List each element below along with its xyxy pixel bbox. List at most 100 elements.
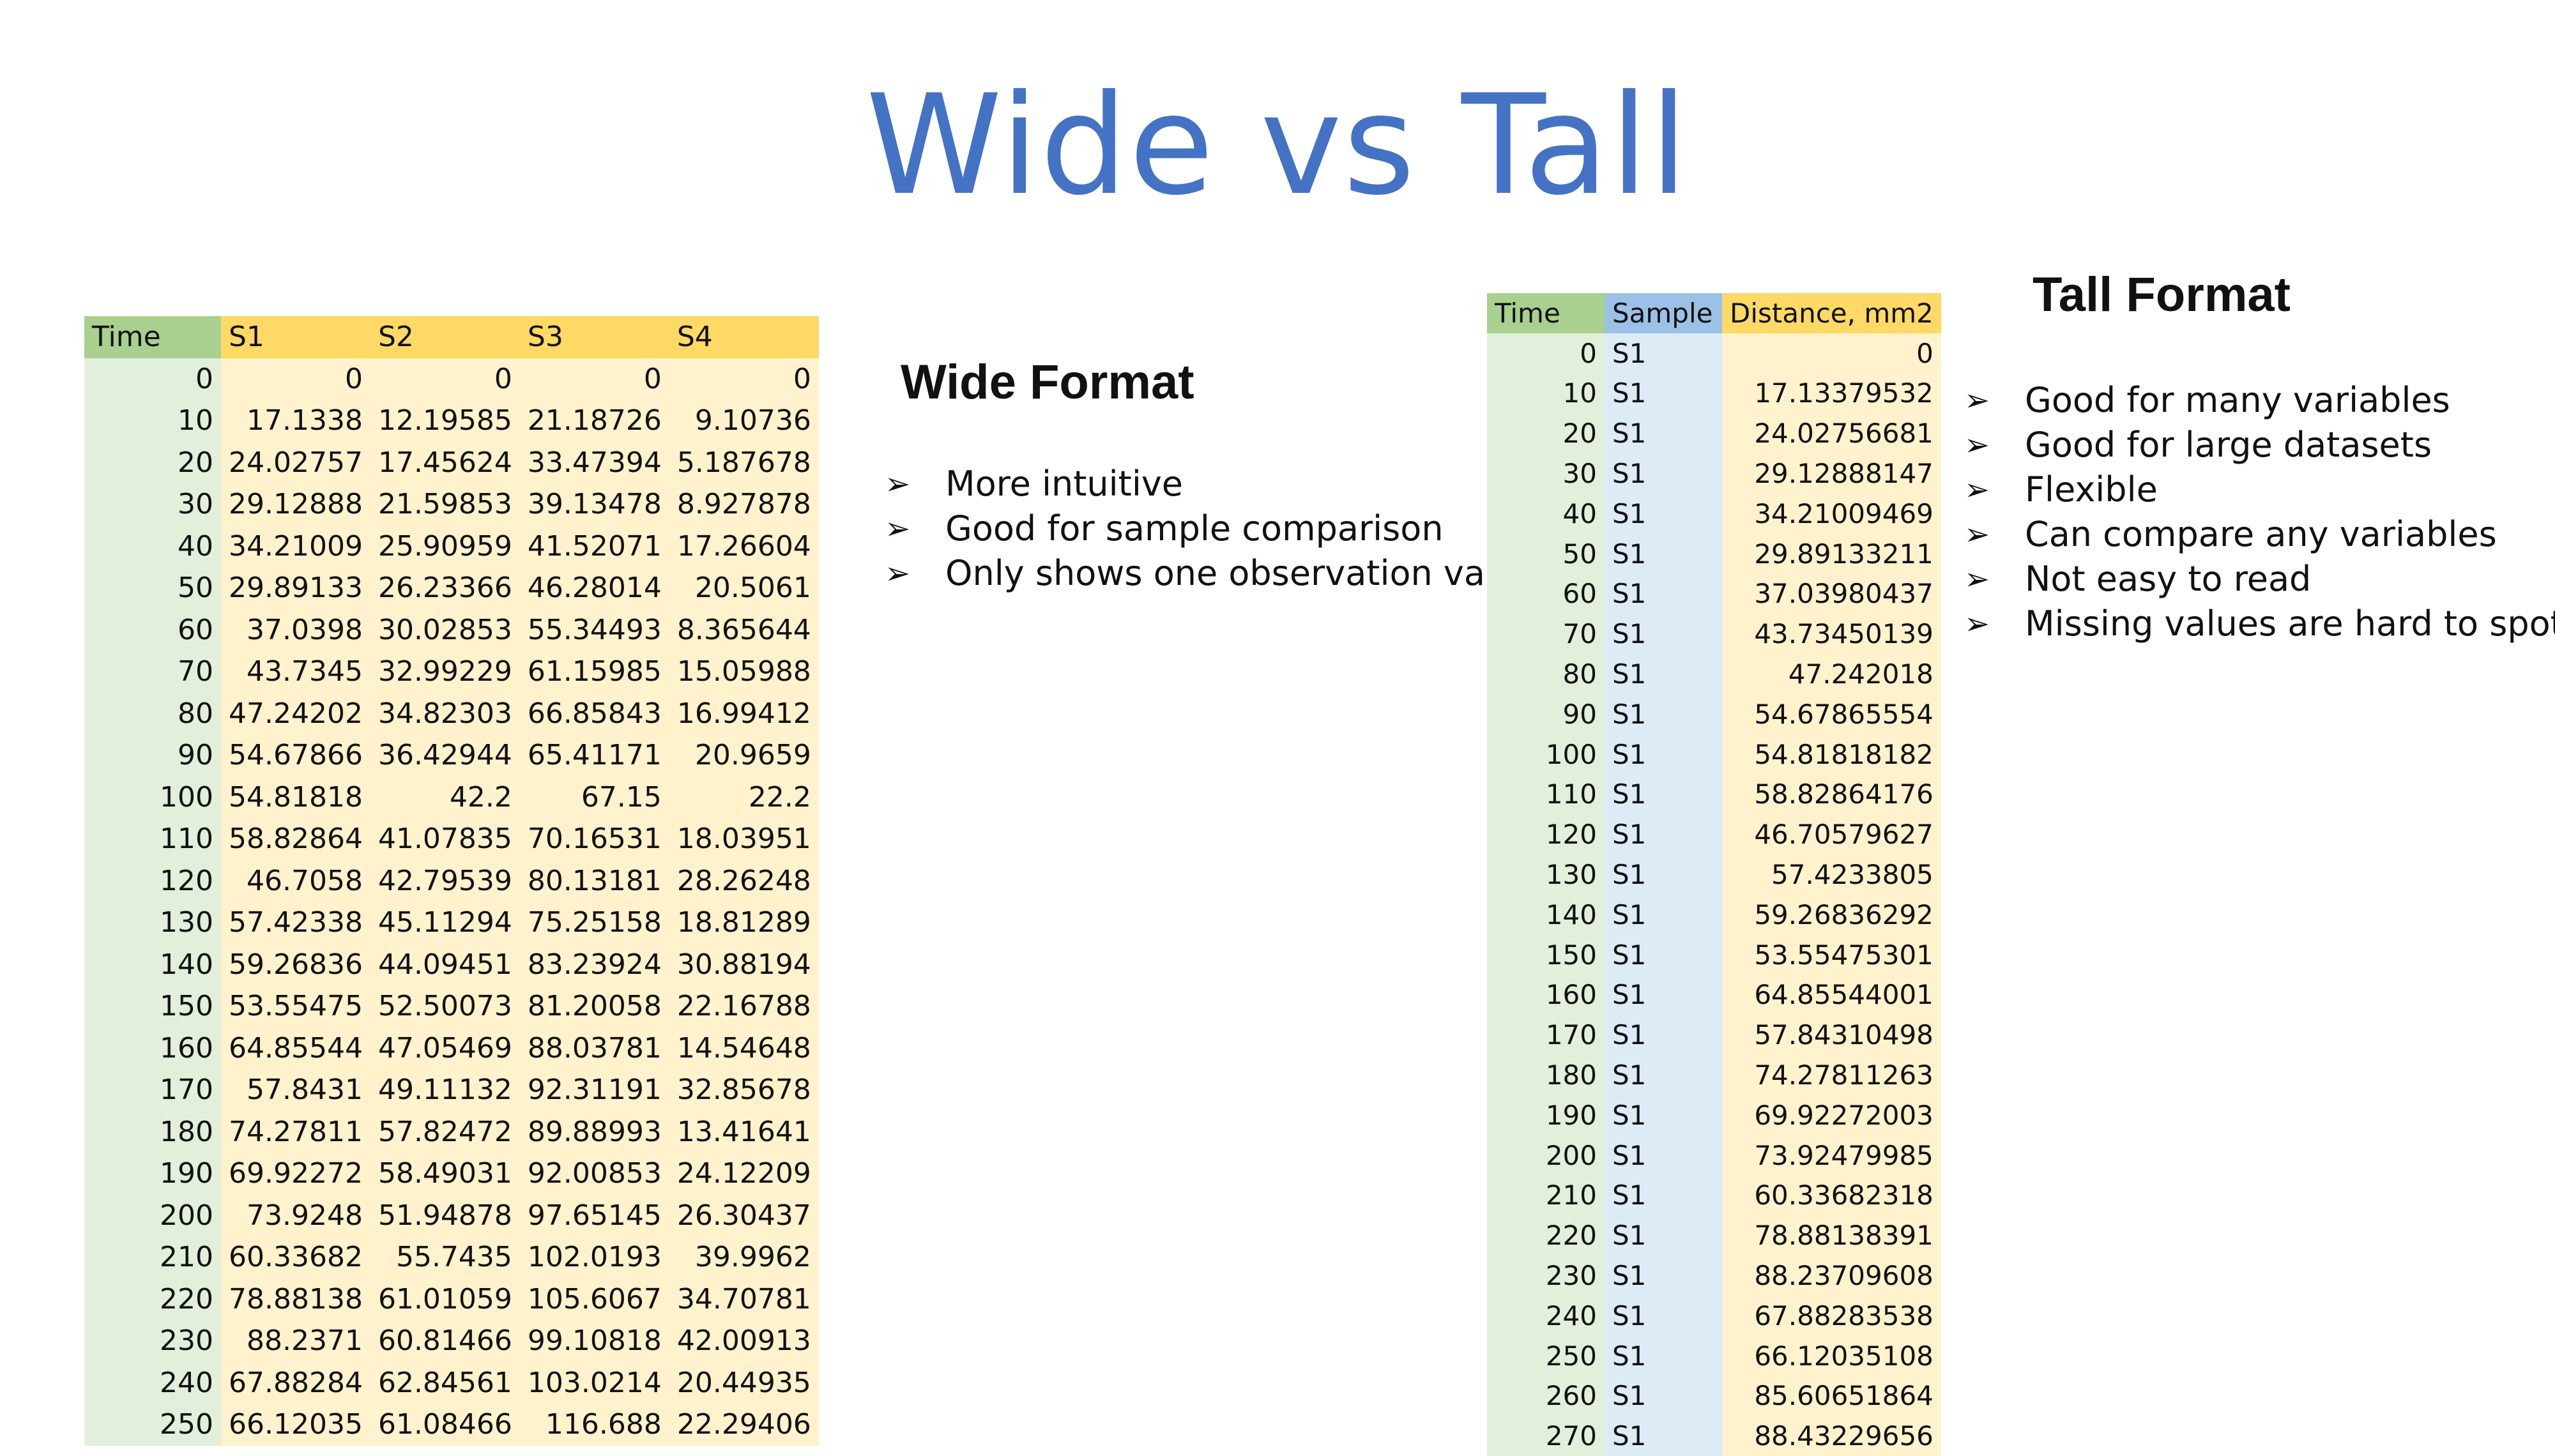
time-cell: 250 bbox=[1487, 1335, 1605, 1376]
value-cell: 58.82864 bbox=[221, 818, 370, 860]
table-row: 20 24.02757 17.45624 33.47394 5.187678 bbox=[84, 441, 819, 483]
value-cell: 39.9962 bbox=[669, 1236, 819, 1278]
sample-cell: S1 bbox=[1605, 694, 1722, 734]
table-row: 30 S1 29.12888147 bbox=[1487, 453, 1941, 494]
distance-cell: 66.12035108 bbox=[1722, 1335, 1941, 1376]
table-row: 220 78.88138 61.01059 105.6067 34.70781 bbox=[84, 1278, 819, 1320]
value-cell: 88.2371 bbox=[221, 1320, 370, 1362]
table-row: 20 S1 24.02756681 bbox=[1487, 413, 1941, 454]
value-cell: 99.10818 bbox=[519, 1320, 669, 1362]
value-cell: 41.07835 bbox=[370, 818, 520, 860]
value-cell: 61.15985 bbox=[519, 651, 669, 693]
table-row: 90 54.67866 36.42944 65.41171 20.9659 bbox=[84, 734, 819, 777]
value-cell: 73.9248 bbox=[221, 1194, 370, 1236]
value-cell: 57.8431 bbox=[221, 1069, 370, 1111]
time-cell: 80 bbox=[1487, 654, 1605, 694]
table-row: 170 S1 57.84310498 bbox=[1487, 1015, 1941, 1056]
value-cell: 26.23366 bbox=[370, 567, 520, 609]
time-cell: 0 bbox=[1487, 333, 1605, 374]
value-cell: 0 bbox=[221, 358, 370, 400]
table-row: 260 S1 85.60651864 bbox=[1487, 1376, 1941, 1416]
time-cell: 20 bbox=[84, 441, 221, 483]
value-cell: 55.34493 bbox=[519, 609, 669, 651]
time-cell: 210 bbox=[84, 1236, 221, 1278]
value-cell: 70.16531 bbox=[519, 818, 669, 860]
value-cell: 92.00853 bbox=[519, 1153, 669, 1195]
value-cell: 47.24202 bbox=[221, 692, 370, 734]
value-cell: 0 bbox=[370, 358, 520, 400]
value-cell: 67.15 bbox=[519, 776, 669, 818]
sample-cell: S1 bbox=[1605, 614, 1722, 655]
value-cell: 17.45624 bbox=[370, 441, 520, 483]
table-row: 130 S1 57.4233805 bbox=[1487, 854, 1941, 895]
distance-cell: 54.67865554 bbox=[1722, 694, 1941, 734]
sample-cell: S1 bbox=[1605, 333, 1722, 374]
table-row: 60 S1 37.03980437 bbox=[1487, 573, 1941, 614]
time-cell: 270 bbox=[1487, 1416, 1605, 1456]
table-row: 210 S1 60.33682318 bbox=[1487, 1175, 1941, 1216]
table-row: 150 S1 53.55475301 bbox=[1487, 934, 1941, 975]
sample-cell: S1 bbox=[1605, 654, 1722, 694]
table-row: 130 57.42338 45.11294 75.25158 18.81289 bbox=[84, 902, 819, 944]
time-cell: 90 bbox=[1487, 694, 1605, 734]
value-cell: 69.92272 bbox=[221, 1153, 370, 1195]
sample-cell: S1 bbox=[1605, 1055, 1722, 1095]
distance-cell: 67.88283538 bbox=[1722, 1295, 1941, 1336]
table-row: 50 S1 29.89133211 bbox=[1487, 533, 1941, 574]
arrowhead-bullet-icon: ➢ bbox=[885, 466, 911, 502]
distance-cell: 47.242018 bbox=[1722, 654, 1941, 694]
time-cell: 180 bbox=[84, 1111, 221, 1153]
time-cell: 40 bbox=[1487, 493, 1605, 534]
distance-cell: 29.12888147 bbox=[1722, 453, 1941, 494]
time-cell: 110 bbox=[1487, 774, 1605, 815]
value-cell: 65.41171 bbox=[519, 734, 669, 777]
sample-cell: S1 bbox=[1605, 573, 1722, 614]
value-cell: 12.19585 bbox=[370, 400, 520, 442]
value-cell: 22.16788 bbox=[669, 985, 819, 1028]
time-cell: 150 bbox=[84, 985, 221, 1028]
table-row: 140 59.26836 44.09451 83.23924 30.88194 bbox=[84, 943, 819, 985]
time-cell: 190 bbox=[1487, 1095, 1605, 1135]
value-cell: 54.67866 bbox=[221, 734, 370, 777]
time-cell: 80 bbox=[84, 692, 221, 734]
distance-cell: 46.70579627 bbox=[1722, 814, 1941, 855]
table-row: 40 34.21009 25.90959 41.52071 17.26604 bbox=[84, 525, 819, 567]
time-cell: 0 bbox=[84, 358, 221, 400]
value-cell: 18.81289 bbox=[669, 902, 819, 944]
value-cell: 57.82472 bbox=[370, 1111, 520, 1153]
value-cell: 42.2 bbox=[370, 776, 520, 818]
distance-cell: 29.89133211 bbox=[1722, 533, 1941, 574]
sample-cell: S1 bbox=[1605, 373, 1722, 414]
time-cell: 230 bbox=[84, 1320, 221, 1362]
value-cell: 9.10736 bbox=[669, 400, 819, 442]
value-cell: 43.7345 bbox=[221, 651, 370, 693]
value-cell: 25.90959 bbox=[370, 525, 520, 567]
distance-cell: 24.02756681 bbox=[1722, 413, 1941, 454]
value-cell: 58.49031 bbox=[370, 1153, 520, 1195]
value-cell: 32.99229 bbox=[370, 651, 520, 693]
slide-title: Wide vs Tall bbox=[866, 65, 1689, 225]
tall-table-body: 0 S1 0 10 S1 17.13379532 20 S1 24.02756681 30 S1 29… bbox=[1487, 333, 1941, 1456]
sample-cell: S1 bbox=[1605, 1175, 1722, 1216]
value-cell: 37.0398 bbox=[221, 609, 370, 651]
value-cell: 8.365644 bbox=[669, 609, 819, 651]
time-cell: 210 bbox=[1487, 1175, 1605, 1216]
sample-cell: S1 bbox=[1605, 453, 1722, 494]
time-cell: 230 bbox=[1487, 1255, 1605, 1296]
distance-cell: 34.21009469 bbox=[1722, 493, 1941, 534]
table-row: 240 S1 67.88283538 bbox=[1487, 1295, 1941, 1336]
wide-header-s4: S4 bbox=[669, 316, 819, 358]
table-row: 120 46.7058 42.79539 80.13181 28.26248 bbox=[84, 860, 819, 902]
value-cell: 26.30437 bbox=[669, 1194, 819, 1236]
wide-format-heading: Wide Format bbox=[901, 355, 1194, 409]
value-cell: 34.70781 bbox=[669, 1278, 819, 1320]
time-cell: 120 bbox=[84, 860, 221, 902]
value-cell: 34.21009 bbox=[221, 525, 370, 567]
arrowhead-bullet-icon: ➢ bbox=[1964, 383, 1990, 418]
table-row: 110 S1 58.82864176 bbox=[1487, 774, 1941, 815]
wide-header-s3: S3 bbox=[519, 316, 669, 358]
table-row: 110 58.82864 41.07835 70.16531 18.03951 bbox=[84, 818, 819, 860]
tall-header-time: Time bbox=[1487, 293, 1605, 333]
distance-cell: 64.85544001 bbox=[1722, 974, 1941, 1015]
bullet-text: Can compare any variables bbox=[2025, 514, 2497, 554]
